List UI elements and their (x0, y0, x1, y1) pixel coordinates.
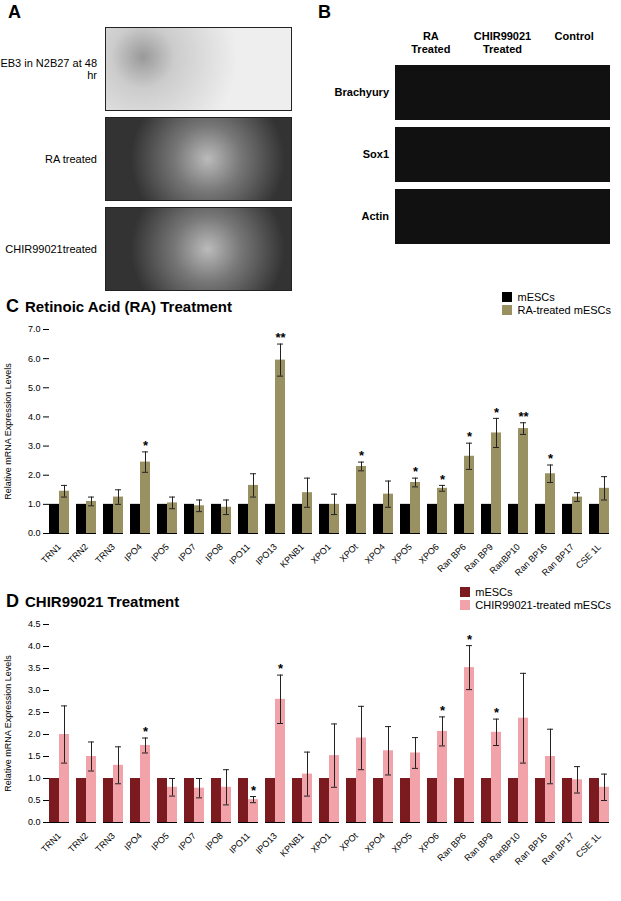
svg-text:0.5: 0.5 (28, 795, 41, 805)
html-text:C Retinoic Acid (RA) Treatment: C Retinoic Acid (RA) Treatment (6, 296, 232, 316)
svg-text:IPO11: IPO11 (227, 542, 252, 567)
svg-text:2.0: 2.0 (28, 729, 41, 739)
svg-text:7.0: 7.0 (28, 324, 41, 334)
svg-text:IPO4: IPO4 (122, 831, 144, 853)
svg-text:*: * (467, 429, 473, 444)
svg-text:Ran BP17: Ran BP17 (540, 542, 576, 578)
svg-text:Ran BP9: Ran BP9 (462, 830, 495, 864)
svg-text:Relative mRNA Expression Level: Relative mRNA Expression Levels (3, 655, 13, 792)
svg-text:XPO4: XPO4 (363, 542, 387, 566)
html-text:EB3 in N2B27 at 48 hr: EB3 in N2B27 at 48 hr (0, 57, 97, 81)
html-text:D CHIR99021 Treatment: D CHIR99021 Treatment (6, 591, 180, 611)
svg-text:RanBP10: RanBP10 (487, 541, 522, 576)
svg-text:XPO5: XPO5 (390, 831, 414, 855)
svg-text:IPO8: IPO8 (203, 831, 225, 853)
svg-text:IPO5: IPO5 (149, 542, 171, 564)
svg-text:IPO8: IPO8 (203, 542, 225, 564)
svg-text:6.0: 6.0 (28, 354, 41, 364)
svg-text:**: ** (518, 409, 529, 424)
svg-text:Ran BP17: Ran BP17 (540, 831, 576, 867)
svg-text:*: * (143, 438, 149, 453)
svg-text:TRN1: TRN1 (39, 542, 63, 566)
svg-text:IPO7: IPO7 (176, 831, 198, 853)
svg-text:Brachyury: Brachyury (335, 86, 390, 98)
svg-text:1.0: 1.0 (28, 773, 41, 783)
svg-text:0.0: 0.0 (28, 817, 41, 827)
svg-text:*: * (278, 661, 284, 676)
html-text:RA treated: RA treated (45, 153, 97, 165)
html-text:A: A (8, 2, 21, 22)
svg-text:KPNB1: KPNB1 (278, 831, 306, 859)
svg-text:IPO7: IPO7 (176, 542, 198, 564)
svg-text:Treated: Treated (483, 43, 522, 55)
svg-text:Actin: Actin (362, 210, 390, 222)
html-text:mESCs: mESCs (475, 586, 513, 598)
svg-text:XPO6: XPO6 (417, 831, 441, 855)
svg-text:KPNB1: KPNB1 (278, 542, 306, 570)
svg-text:Sox1: Sox1 (363, 148, 389, 160)
svg-text:XPOt: XPOt (338, 541, 361, 564)
svg-text:Control: Control (555, 30, 594, 42)
svg-text:IPO13: IPO13 (254, 542, 279, 567)
svg-text:*: * (494, 405, 500, 420)
svg-text:XPO4: XPO4 (363, 831, 387, 855)
svg-text:CSE 1L: CSE 1L (574, 831, 603, 860)
svg-text:Ran BP9: Ran BP9 (462, 541, 495, 575)
svg-text:RanBP10: RanBP10 (487, 830, 522, 865)
svg-text:4.0: 4.0 (28, 641, 41, 651)
svg-text:2.5: 2.5 (28, 707, 41, 717)
svg-text:3.0: 3.0 (28, 441, 41, 451)
svg-text:IPO5: IPO5 (149, 831, 171, 853)
svg-text:RA: RA (423, 30, 439, 42)
svg-text:*: * (143, 724, 149, 739)
svg-text:CHIR99021: CHIR99021 (474, 30, 531, 42)
svg-text:XPOt: XPOt (338, 830, 361, 853)
svg-text:*: * (413, 464, 419, 479)
svg-text:1.5: 1.5 (28, 751, 41, 761)
svg-text:IPO13: IPO13 (254, 831, 279, 856)
svg-text:4.0: 4.0 (28, 412, 41, 422)
svg-text:*: * (467, 632, 473, 647)
svg-text:TRN2: TRN2 (66, 542, 90, 566)
svg-text:XPO6: XPO6 (417, 542, 441, 566)
html-text:CHIR99021-treated mESCs: CHIR99021-treated mESCs (475, 599, 611, 611)
svg-text:IPO11: IPO11 (227, 831, 252, 856)
svg-text:*: * (440, 472, 446, 487)
svg-text:Ran BP16: Ran BP16 (512, 541, 549, 578)
svg-text:Ran BP6: Ran BP6 (435, 831, 468, 864)
svg-text:CSE 1L: CSE 1L (574, 542, 603, 571)
svg-text:XPO5: XPO5 (390, 542, 414, 566)
svg-text:2.0: 2.0 (28, 470, 41, 480)
svg-text:4.5: 4.5 (28, 619, 41, 629)
svg-text:TRN2: TRN2 (66, 831, 90, 855)
svg-text:*: * (440, 703, 446, 718)
svg-text:IPO4: IPO4 (122, 542, 144, 564)
html-text:CHIR99021treated: CHIR99021treated (5, 243, 97, 255)
html-text:mESCs: mESCs (517, 291, 555, 303)
svg-text:TRN3: TRN3 (93, 831, 117, 855)
svg-text:3.0: 3.0 (28, 685, 41, 695)
svg-text:Treated: Treated (411, 43, 450, 55)
html-text:RA-treated mESCs: RA-treated mESCs (517, 304, 611, 316)
svg-text:*: * (548, 451, 554, 466)
svg-text:XPO1: XPO1 (309, 831, 333, 855)
html-text:B: B (318, 2, 331, 22)
svg-text:1.0: 1.0 (28, 499, 41, 509)
svg-text:*: * (494, 705, 500, 720)
svg-text:**: ** (275, 330, 286, 345)
svg-text:*: * (359, 448, 365, 463)
svg-text:Ran BP16: Ran BP16 (512, 830, 549, 867)
svg-text:TRN1: TRN1 (39, 831, 63, 855)
svg-text:3.5: 3.5 (28, 663, 41, 673)
svg-text:Ran BP6: Ran BP6 (435, 542, 468, 575)
svg-text:5.0: 5.0 (28, 383, 41, 393)
svg-text:*: * (251, 783, 257, 798)
svg-text:Relative mRNA Expression Level: Relative mRNA Expression Levels (3, 363, 13, 500)
svg-text:TRN3: TRN3 (93, 542, 117, 566)
svg-text:0.0: 0.0 (28, 528, 41, 538)
svg-text:XPO1: XPO1 (309, 542, 333, 566)
